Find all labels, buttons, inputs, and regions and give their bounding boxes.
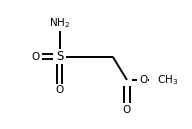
- Text: O: O: [123, 105, 131, 115]
- Text: O: O: [140, 75, 148, 85]
- Text: NH$_2$: NH$_2$: [49, 16, 70, 30]
- Text: S: S: [56, 50, 64, 63]
- Text: O: O: [56, 85, 64, 95]
- Text: O: O: [31, 52, 40, 62]
- Text: CH$_3$: CH$_3$: [157, 73, 178, 87]
